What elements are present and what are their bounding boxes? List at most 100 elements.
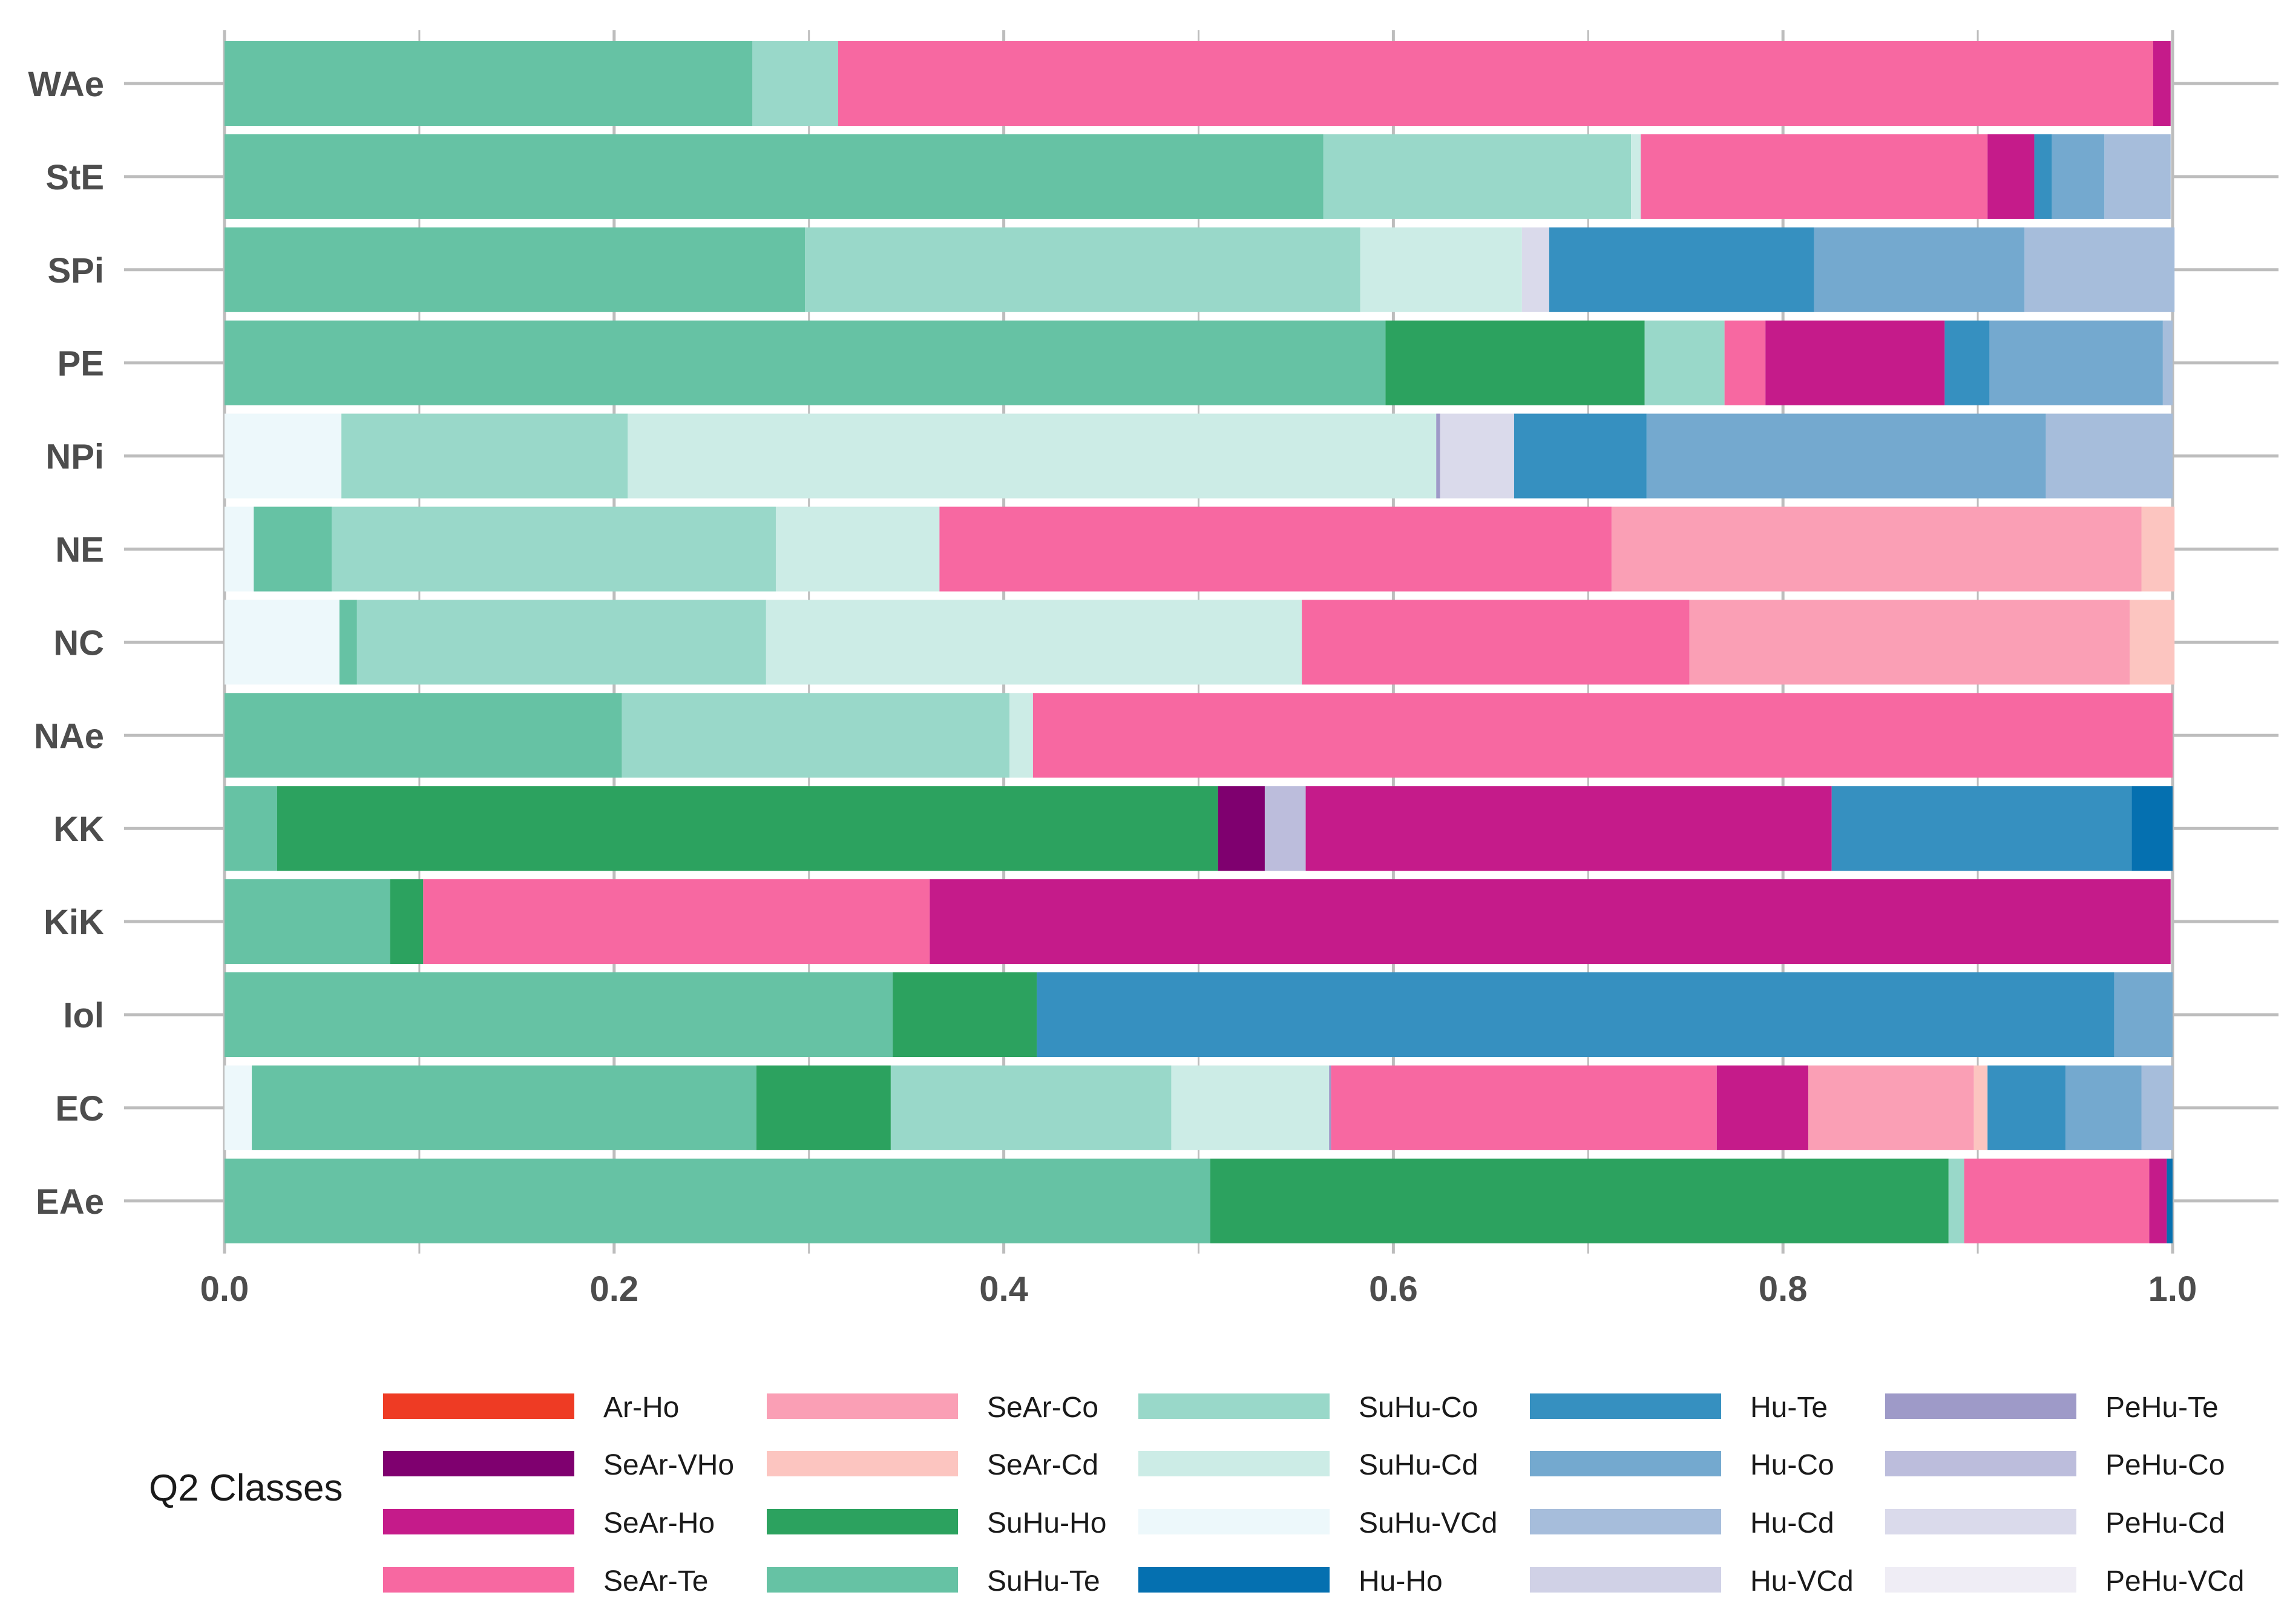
legend-swatch-SeAr-Ho (383, 1509, 574, 1534)
bar-segment-SPi-PeHu-Cd (1521, 227, 1549, 312)
bar-segment-StE-Hu-Co (2052, 134, 2105, 219)
bar-segment-PE-SuHu-Co (1644, 320, 1725, 405)
bar-segment-NE-SuHu-Cd (775, 506, 940, 592)
bar-segment-EC-PeHu-Te (1329, 1065, 1331, 1150)
legend-label-SeAr-VHo: SeAr-VHo (603, 1449, 734, 1481)
bar-segment-PE-SuHu-Te (225, 320, 1386, 405)
bar-segment-EC-SeAr-Ho (1716, 1065, 1809, 1150)
legend-swatch-Hu-Ho (1138, 1567, 1330, 1593)
bar-segment-KiK-SuHu-Ho (390, 879, 424, 964)
bar-segment-WAe-SuHu-Co (752, 41, 838, 126)
bar-segment-PE-Hu-Cd (2162, 320, 2173, 405)
legend-swatch-PeHu-Te (1885, 1393, 2076, 1419)
legend-label-SuHu-Ho: SuHu-Ho (987, 1507, 1106, 1539)
legend-swatch-SuHu-Co (1138, 1393, 1330, 1419)
bar-segment-NE-SeAr-Te (939, 506, 1612, 592)
bar-segment-StE-SuHu-Te (225, 134, 1324, 219)
legend-label-SuHu-Cd: SuHu-Cd (1359, 1449, 1478, 1481)
legend-label-PeHu-Co: PeHu-Co (2105, 1449, 2225, 1481)
legend-swatch-Hu-Cd (1530, 1509, 1721, 1534)
legend-swatch-PeHu-Co (1885, 1451, 2076, 1476)
legend-label-SeAr-Te: SeAr-Te (603, 1565, 708, 1597)
bar-segment-NPi-Hu-Co (1646, 413, 2046, 499)
bars (225, 41, 2175, 1243)
bar-segment-KK-PeHu-Co (1264, 786, 1306, 871)
bar-segment-SPi-Hu-Co (1814, 227, 2025, 312)
bar-segment-NPi-SuHu-Cd (628, 413, 1437, 499)
bar-segment-NPi-PeHu-Cd (1440, 413, 1514, 499)
bar-segment-NC-SeAr-Co (1689, 600, 2130, 685)
legend-label-Hu-Ho: Hu-Ho (1359, 1565, 1443, 1597)
bar-segment-SPi-SuHu-Te (225, 227, 805, 312)
legend-label-SeAr-Cd: SeAr-Cd (987, 1449, 1098, 1481)
legend-swatch-SeAr-Te (383, 1567, 574, 1593)
bar-segment-NC-SuHu-Cd (766, 600, 1302, 685)
bar-segment-NC-SuHu-VCd (225, 600, 340, 685)
x-tick-label: 1.0 (2148, 1269, 2197, 1309)
y-tick-label: NAe (34, 716, 104, 756)
bar-segment-EC-SeAr-Cd (1973, 1065, 1988, 1150)
legend-swatch-SeAr-Co (767, 1393, 958, 1419)
x-axis: 0.0 0.2 0.4 0.6 0.8 1.0 (200, 1269, 2197, 1309)
bar-segment-KK-SuHu-Te (225, 786, 277, 871)
bar-segment-StE-Hu-Cd (2104, 134, 2171, 219)
legend-swatch-Hu-Te (1530, 1393, 1721, 1419)
bar-segment-Iol-SuHu-Te (225, 972, 893, 1057)
bar-segment-NPi-PeHu-Te (1436, 413, 1440, 499)
bar-segment-NAe-SuHu-Te (225, 693, 622, 778)
legend-swatch-PeHu-Cd (1885, 1509, 2076, 1534)
legend-label-Hu-VCd: Hu-VCd (1750, 1565, 1854, 1597)
y-tick-label: KK (53, 810, 104, 849)
bar-segment-EAe-SeAr-Ho (2149, 1158, 2167, 1243)
bar-segment-KiK-SeAr-Ho (930, 879, 2171, 964)
bar-segment-KK-SeAr-Ho (1305, 786, 1832, 871)
bar-segment-SPi-SuHu-Cd (1360, 227, 1522, 312)
x-tick-label: 0.4 (979, 1269, 1028, 1309)
legend-label-Hu-Te: Hu-Te (1750, 1392, 1828, 1424)
bar-segment-EAe-SuHu-Ho (1210, 1158, 1949, 1243)
bar-segment-EAe-SuHu-Co (1948, 1158, 1964, 1243)
x-tick-label: 0.2 (589, 1269, 638, 1309)
bar-segment-WAe-SeAr-Ho (2153, 41, 2171, 126)
legend-label-SeAr-Ho: SeAr-Ho (603, 1507, 715, 1539)
x-tick-label: 0.8 (1759, 1269, 1808, 1309)
bar-segment-KK-SuHu-Ho (277, 786, 1218, 871)
legend-swatch-SuHu-Ho (767, 1509, 958, 1534)
bar-segment-KK-Hu-Te (1831, 786, 2132, 871)
bar-segment-NPi-SuHu-VCd (225, 413, 342, 499)
bar-segment-NE-SeAr-Cd (2141, 506, 2175, 592)
bar-segment-StE-SuHu-Cd (1631, 134, 1641, 219)
bar-segment-NE-SuHu-Co (332, 506, 776, 592)
bar-segment-PE-Hu-Co (1989, 320, 2163, 405)
legend-label-SuHu-VCd: SuHu-VCd (1359, 1507, 1497, 1539)
y-tick-label: EC (55, 1089, 104, 1128)
legend-label-SeAr-Co: SeAr-Co (987, 1392, 1098, 1424)
bar-segment-EC-Hu-Co (2065, 1065, 2142, 1150)
legend-label-Ar-Ho: Ar-Ho (603, 1392, 679, 1424)
bar-segment-StE-SeAr-Ho (1987, 134, 2035, 219)
legend-label-Hu-Cd: Hu-Cd (1750, 1507, 1834, 1539)
y-tick-label: KiK (44, 903, 104, 942)
bar-segment-SPi-Hu-Cd (2024, 227, 2175, 312)
legend-swatch-Ar-Ho (383, 1393, 574, 1419)
bar-segment-NC-SeAr-Cd (2130, 600, 2175, 685)
bar-segment-EAe-SeAr-Te (1964, 1158, 2150, 1243)
bar-segment-StE-SuHu-Co (1323, 134, 1632, 219)
bar-segment-PE-Hu-Te (1944, 320, 1990, 405)
x-tick-label: 0.0 (200, 1269, 249, 1309)
bar-segment-KK-Hu-Ho (2131, 786, 2173, 871)
legend-swatch-PeHu-VCd (1885, 1567, 2076, 1593)
bar-segment-PE-SuHu-Ho (1385, 320, 1645, 405)
legend-label-PeHu-Cd: PeHu-Cd (2105, 1507, 2225, 1539)
bar-segment-EC-SuHu-Co (890, 1065, 1172, 1150)
bar-segment-PE-SeAr-Te (1724, 320, 1766, 405)
y-tick-label: NPi (45, 437, 104, 477)
bar-segment-EC-SuHu-VCd (225, 1065, 252, 1150)
y-tick-label: EAe (36, 1182, 104, 1222)
legend-label-PeHu-Te: PeHu-Te (2105, 1392, 2219, 1424)
legend: Q2 Classes Ar-Ho SeAr-VHo SeAr-Ho SeAr-Te Se… (149, 1392, 2244, 1597)
bar-segment-NE-SeAr-Co (1611, 506, 2142, 592)
legend-swatch-SuHu-Cd (1138, 1451, 1330, 1476)
bar-segment-NC-SuHu-Co (356, 600, 766, 685)
bar-segment-NPi-Hu-Te (1514, 413, 1647, 499)
